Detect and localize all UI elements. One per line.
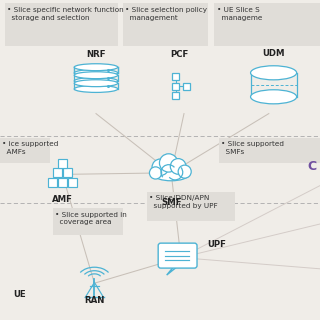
Text: • Slice specific network function
  storage and selection: • Slice specific network function storag… — [7, 7, 124, 20]
Circle shape — [159, 154, 178, 172]
Ellipse shape — [251, 90, 297, 104]
FancyBboxPatch shape — [158, 243, 197, 268]
Ellipse shape — [74, 77, 118, 84]
FancyBboxPatch shape — [172, 92, 180, 99]
FancyBboxPatch shape — [53, 168, 62, 177]
FancyBboxPatch shape — [63, 168, 72, 177]
FancyBboxPatch shape — [0, 138, 50, 163]
Text: • Slice supported
  SMFs: • Slice supported SMFs — [221, 141, 284, 155]
Text: RAN: RAN — [84, 296, 105, 305]
Text: NRF: NRF — [86, 50, 106, 59]
FancyBboxPatch shape — [172, 83, 180, 90]
FancyBboxPatch shape — [183, 83, 190, 90]
Ellipse shape — [74, 72, 118, 79]
Text: UDM: UDM — [262, 49, 285, 58]
FancyBboxPatch shape — [123, 3, 208, 46]
Ellipse shape — [251, 66, 297, 80]
Text: SMF: SMF — [161, 198, 181, 207]
Circle shape — [178, 165, 191, 178]
Circle shape — [152, 159, 169, 176]
FancyBboxPatch shape — [48, 178, 57, 187]
Text: UE: UE — [13, 290, 25, 299]
Ellipse shape — [74, 80, 118, 87]
Text: • UE Slice S
  manageme: • UE Slice S manageme — [217, 7, 262, 20]
FancyBboxPatch shape — [68, 178, 77, 187]
Circle shape — [170, 159, 186, 174]
Ellipse shape — [154, 170, 188, 181]
Text: AMF: AMF — [52, 195, 73, 204]
FancyBboxPatch shape — [58, 178, 67, 187]
Ellipse shape — [74, 69, 118, 76]
FancyBboxPatch shape — [214, 3, 320, 46]
FancyBboxPatch shape — [147, 192, 235, 221]
Ellipse shape — [74, 85, 118, 92]
Polygon shape — [167, 266, 179, 275]
Ellipse shape — [74, 64, 118, 71]
FancyBboxPatch shape — [172, 74, 180, 81]
Text: • Slice selection policy
  management: • Slice selection policy management — [125, 7, 207, 20]
Text: UPF: UPF — [207, 240, 226, 249]
FancyBboxPatch shape — [53, 208, 123, 235]
Text: • ice supported
  AMFs: • ice supported AMFs — [2, 141, 58, 155]
FancyBboxPatch shape — [5, 3, 118, 46]
Text: PCF: PCF — [170, 50, 188, 59]
FancyBboxPatch shape — [219, 138, 320, 163]
FancyBboxPatch shape — [58, 158, 67, 168]
Text: • Slice supported in
  coverage area: • Slice supported in coverage area — [55, 212, 127, 225]
Circle shape — [149, 167, 162, 179]
Text: C: C — [308, 160, 317, 173]
Text: • Slice/DDN/APN
  supported by UPF: • Slice/DDN/APN supported by UPF — [149, 195, 218, 209]
